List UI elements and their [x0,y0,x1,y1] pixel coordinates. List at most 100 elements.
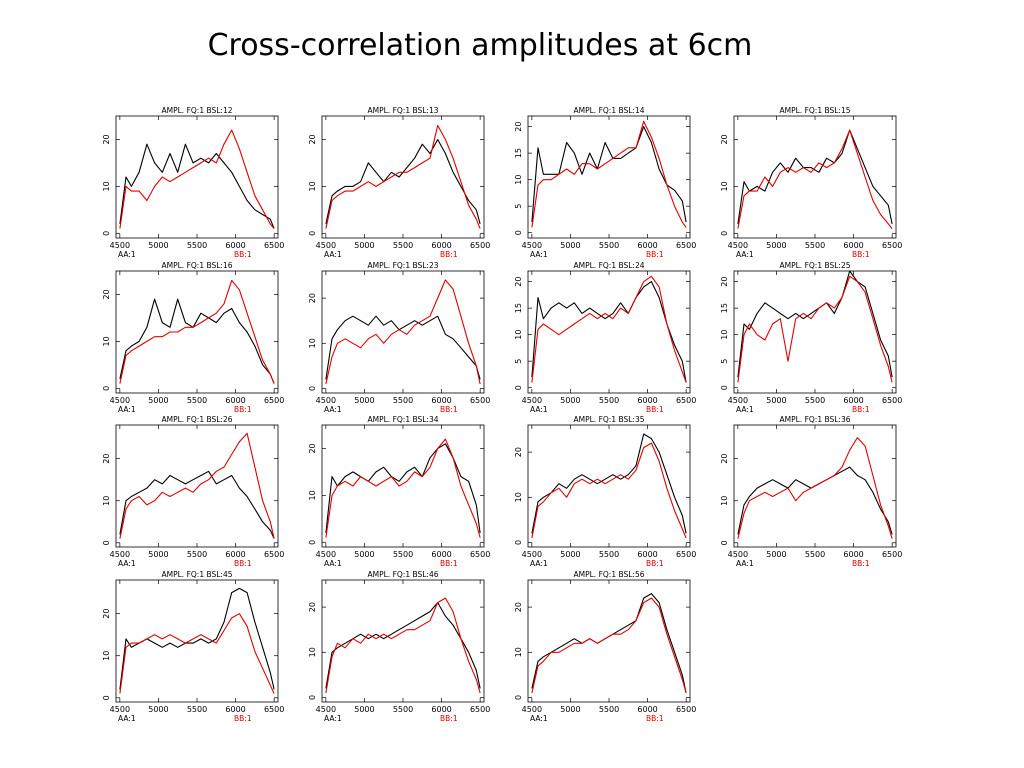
series-line [325,124,481,229]
x-tick-label: 6500 [882,241,902,250]
x-tick-label: 5500 [187,550,207,559]
plot-frame [115,424,279,548]
panel-title: AMPL. FQ:1 BSL:16 [162,261,233,270]
y-tick-label: 20 [308,602,317,612]
x-tick-label: 6000 [843,241,863,250]
x-tick-label: 5500 [187,241,207,250]
series-label: BB:1 [234,559,252,568]
x-tick-label: 5000 [354,241,374,250]
x-tick-label: 6000 [225,705,245,714]
x-tick-label: 5000 [354,705,374,714]
series-line [737,437,893,539]
y-tick-label: 0 [308,386,317,391]
x-tick-label: 6500 [882,396,902,405]
x-tick-label: 5000 [560,550,580,559]
series-line [325,602,481,689]
y-tick-label: 20 [102,134,111,144]
chart-panel: AMPL. FQ:1 BSL:36 4500 5000 5500 6000 6500 0 10… [720,415,902,568]
y-tick-label: 0 [720,540,729,545]
series-line [325,597,481,694]
plot-frame [527,579,691,703]
series-line [119,129,275,229]
y-tick-label: 20 [308,134,317,144]
series-label: AA:1 [530,714,548,723]
series-label: BB:1 [646,405,664,414]
y-tick-label: 10 [720,496,729,506]
x-tick-label: 4500 [316,396,336,405]
y-tick-label: 10 [514,330,523,340]
x-tick-label: 5000 [766,550,786,559]
y-tick-label: 20 [102,609,111,619]
series-line [531,126,687,223]
plot-frame [321,424,485,548]
y-tick-label: 10 [514,492,523,502]
x-tick-label: 5500 [393,705,413,714]
series-line [531,593,687,694]
series-label: AA:1 [736,559,754,568]
series-label: AA:1 [530,559,548,568]
y-tick-label: 5 [514,204,523,209]
x-tick-label: 5000 [148,550,168,559]
x-tick-label: 6500 [264,241,284,250]
x-tick-label: 5500 [393,396,413,405]
chart-panel: AMPL. FQ:1 BSL:34 4500 5000 5500 6000 6500 0 10… [308,415,490,568]
series-line [119,143,275,229]
y-tick-label: 0 [308,540,317,545]
plot-frame [115,115,279,239]
x-tick-label: 6500 [676,550,696,559]
plot-frame [733,115,897,239]
y-tick-label: 10 [102,496,111,506]
x-tick-label: 6500 [676,396,696,405]
y-tick-label: 0 [102,695,111,700]
y-tick-label: 20 [102,289,111,299]
series-line [531,120,687,228]
x-tick-label: 6000 [431,550,451,559]
series-label: AA:1 [118,250,136,259]
series-label: BB:1 [234,714,252,723]
series-label: BB:1 [440,714,458,723]
series-line [119,470,275,539]
chart-panel: AMPL. FQ:1 BSL:56 4500 5000 5500 6000 6500 0 10… [514,570,696,723]
series-label: BB:1 [646,714,664,723]
y-tick-label: 10 [514,647,523,657]
series-line [325,443,481,533]
y-tick-label: 10 [308,647,317,657]
y-tick-label: 0 [514,385,523,390]
series-label: BB:1 [440,559,458,568]
y-tick-label: 0 [102,231,111,236]
series-label: AA:1 [530,405,548,414]
series-line [119,432,275,539]
x-tick-label: 4500 [316,550,336,559]
series-label: AA:1 [530,250,548,259]
panel-title: AMPL. FQ:1 BSL:46 [368,570,439,579]
series-label: AA:1 [118,714,136,723]
y-tick-label: 10 [102,651,111,661]
chart-panel: AMPL. FQ:1 BSL:15 4500 5000 5500 6000 6500 0 10… [720,106,902,259]
x-tick-label: 5000 [148,396,168,405]
y-tick-label: 10 [102,336,111,346]
x-tick-label: 5500 [805,550,825,559]
chart-panel: AMPL. FQ:1 BSL:16 4500 5000 5500 6000 6500 0 10… [102,261,284,414]
y-tick-label: 10 [720,181,729,191]
panel-title: AMPL. FQ:1 BSL:56 [574,570,645,579]
x-tick-label: 6500 [470,550,490,559]
y-tick-label: 20 [720,277,729,287]
series-label: BB:1 [646,250,664,259]
series-line [325,438,481,538]
y-tick-label: 10 [308,338,317,348]
x-tick-label: 6500 [882,550,902,559]
page-title: Cross-correlation amplitudes at 6cm [207,28,753,63]
chart-panel: AMPL. FQ:1 BSL:26 4500 5000 5500 6000 6500 0 10… [102,415,284,568]
panel-title: AMPL. FQ:1 BSL:24 [574,261,645,270]
x-tick-label: 5500 [599,241,619,250]
series-line [531,433,687,534]
panel-title: AMPL. FQ:1 BSL:12 [162,106,233,115]
series-label: AA:1 [324,405,342,414]
y-tick-label: 0 [308,695,317,700]
series-label: BB:1 [440,250,458,259]
series-line [119,613,275,694]
x-tick-label: 5500 [187,705,207,714]
x-tick-label: 6000 [431,705,451,714]
y-tick-label: 0 [514,540,523,545]
